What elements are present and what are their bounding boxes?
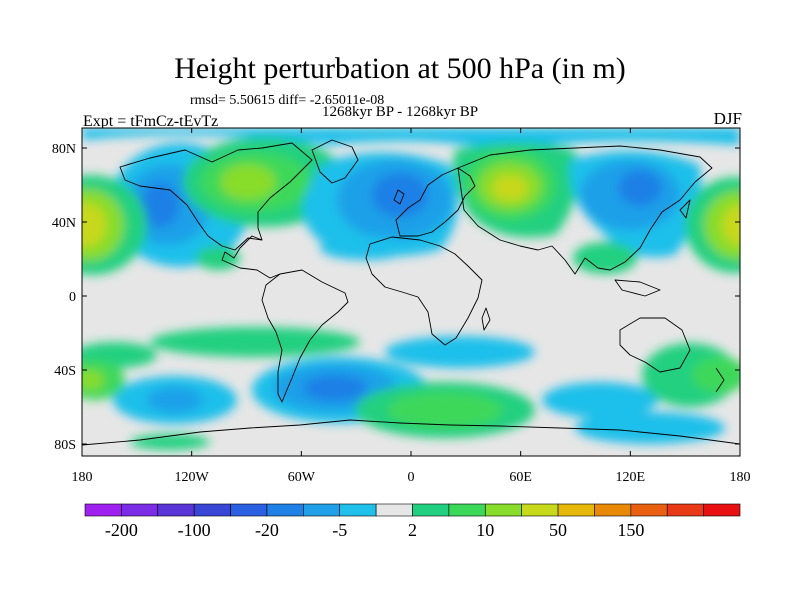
- lon-tick-label: 60W: [288, 470, 316, 485]
- contour-fill: [147, 387, 203, 413]
- colorbar-label: 10: [476, 520, 494, 540]
- contour-fill: [130, 434, 210, 450]
- madagascar-coast: [481, 307, 491, 331]
- lon-tick-label: 120E: [616, 470, 646, 485]
- colorbar-swatch: [193, 503, 231, 517]
- central-america-coast: [221, 235, 281, 279]
- anomaly-field: [82, 128, 740, 450]
- contour-fill: [220, 164, 276, 200]
- new-zealand-coast: [715, 367, 725, 393]
- colorbar-swatch: [703, 503, 741, 517]
- contour-fill: [385, 336, 535, 368]
- contour-fill: [196, 246, 240, 270]
- asia-coast: [457, 145, 713, 275]
- colorbar-swatch: [630, 503, 668, 517]
- colorbar-swatch: [484, 503, 522, 517]
- colorbar: -200 -100 -20 -5 2 10 50 150: [84, 503, 741, 540]
- colorbar-swatch: [666, 503, 704, 517]
- lat-tick-label: 80N: [52, 142, 76, 157]
- europe-coast: [395, 167, 476, 237]
- colorbar-label: -5: [332, 520, 347, 540]
- colorbar-swatch: [339, 503, 377, 517]
- contour-fill: [150, 327, 360, 357]
- colorbar-swatch: [448, 503, 486, 517]
- map-title: Height perturbation at 500 hPa (in m): [174, 52, 626, 85]
- colorbar-label: 2: [408, 520, 417, 540]
- colorbar-swatch: [230, 503, 268, 517]
- lat-tick-label: 80S: [54, 438, 76, 453]
- indonesia-coast: [614, 279, 661, 297]
- coastlines: [82, 139, 740, 446]
- colorbar-label: 50: [549, 520, 567, 540]
- contour-fill: [140, 183, 180, 227]
- greenland-coast: [311, 139, 359, 184]
- period-label: 1268kyr BP - 1268kyr BP: [322, 104, 479, 120]
- japan-coast: [679, 199, 691, 219]
- contour-fill: [320, 236, 410, 260]
- africa-coast: [365, 236, 483, 346]
- contour-fill: [82, 128, 740, 150]
- colorbar-swatch: [157, 503, 195, 517]
- contour-fill: [573, 242, 637, 274]
- contour-fill: [722, 205, 740, 245]
- contour-fill: [492, 175, 528, 201]
- north-america-coast: [119, 142, 313, 251]
- contour-fill: [618, 170, 662, 206]
- colorbar-label: -100: [178, 520, 211, 540]
- colorbar-label: 150: [617, 520, 644, 540]
- lon-tick-label: 60E: [509, 470, 532, 485]
- lon-tick-label: 180: [730, 470, 751, 485]
- contour-fill: [82, 370, 104, 390]
- experiment-label: Expt = tFmCz-tEvTz: [83, 113, 219, 130]
- colorbar-swatch: [266, 503, 304, 517]
- contour-fill: [387, 392, 503, 428]
- season-label: DJF: [713, 109, 742, 128]
- colorbar-swatch: [521, 503, 559, 517]
- lon-tick-label: 0: [408, 470, 415, 485]
- australia-coast: [619, 317, 691, 373]
- colorbar-label: -20: [255, 520, 279, 540]
- map-axes: 80N 40N 0 40S 80S 180 120W 60W 0 60E 120E 180: [52, 128, 751, 485]
- lat-tick-label: 0: [69, 290, 76, 305]
- rmsd-diff-stats: rmsd= 5.50615 diff= -2.65011e-08: [190, 93, 385, 108]
- colorbar-swatch: [84, 503, 122, 517]
- lat-tick-label: 40N: [52, 216, 76, 231]
- contour-fill: [372, 173, 428, 217]
- colorbar-swatch: [557, 503, 595, 517]
- colorbar-swatch: [375, 503, 413, 517]
- colorbar-swatch: [121, 503, 159, 517]
- contour-fill: [692, 357, 740, 393]
- colorbar-swatch: [594, 503, 632, 517]
- colorbar-swatch: [303, 503, 341, 517]
- lat-tick-label: 40S: [54, 364, 76, 379]
- lon-tick-label: 180: [72, 470, 93, 485]
- britain-coast: [393, 189, 405, 205]
- antarctica-coast: [82, 419, 740, 446]
- contour-fill: [82, 203, 106, 247]
- contour-fill: [542, 382, 658, 418]
- colorbar-swatch: [412, 503, 450, 517]
- south-america-coast: [261, 269, 349, 403]
- contour-fill: [303, 375, 367, 401]
- lon-tick-label: 120W: [175, 470, 210, 485]
- colorbar-label: -200: [105, 520, 138, 540]
- contour-fill: [575, 412, 725, 444]
